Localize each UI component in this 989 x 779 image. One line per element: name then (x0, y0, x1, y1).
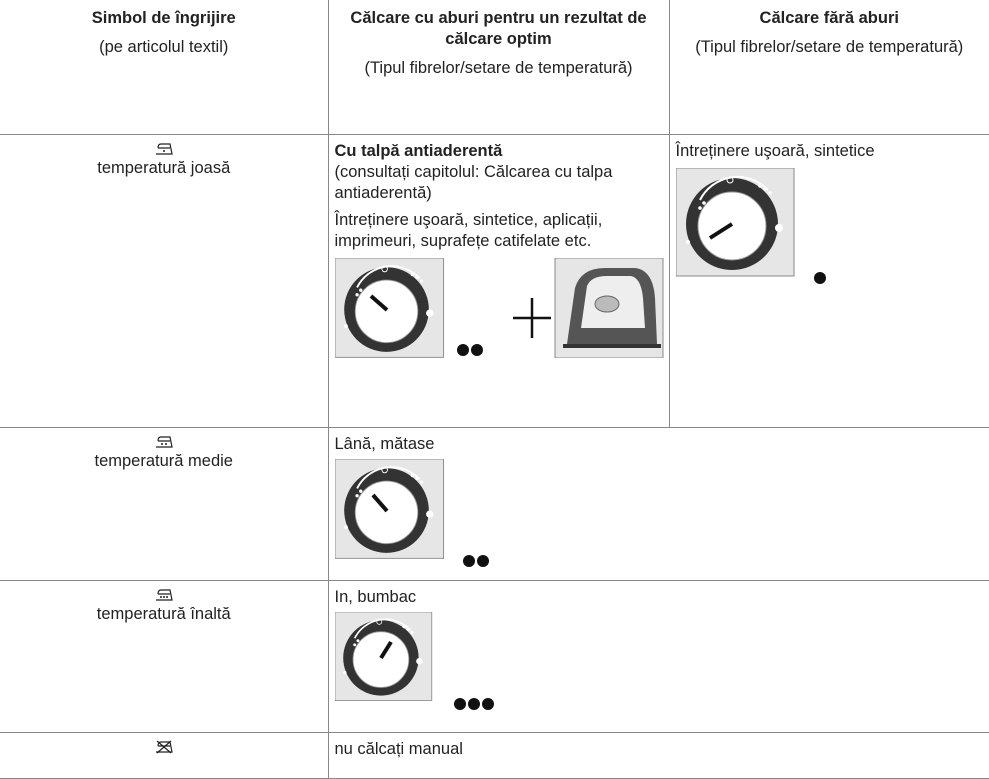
row: temperatură joasă Cu talpă antiaderentă … (0, 133, 989, 428)
fabric-text: Lână, mătase (334, 434, 435, 453)
header-cell: Călcare cu aburi pentru un rezultat de c… (327, 0, 670, 135)
header-row: Simbol de îngrijire (pe articolul textil)… (0, 0, 989, 135)
header-cell: Călcare fără aburi (Tipul fibrelor/setare… (668, 0, 989, 135)
fabric-text: nu călcați manual (334, 739, 463, 758)
fabric-cell: In, bumbac (327, 579, 989, 733)
header-subtitle: (Tipul fibrelor/setare de temperatură) (695, 38, 964, 56)
fabric-cell: nu călcați manual (327, 731, 989, 779)
header-title: Călcare fără aburi (759, 9, 899, 27)
symbol-cell (0, 731, 329, 779)
no-steam-text: Întreținere uşoară, sintetice (675, 141, 875, 160)
dial-illustration (334, 458, 489, 567)
row: nu călcați manual (0, 731, 989, 779)
dial-illustration (334, 611, 494, 710)
symbol-cell: temperatură medie (0, 426, 329, 581)
no-steam-cell: Întreținere uşoară, sintetice (668, 133, 989, 428)
symbol-cell: temperatură înaltă (0, 579, 329, 733)
symbol-label: temperatură medie (94, 451, 234, 470)
header-title: Simbol de îngrijire (91, 9, 236, 27)
fabric-text: In, bumbac (334, 587, 417, 606)
steam-text: Întreținere uşoară, sintetice, aplicații… (334, 210, 603, 250)
symbol-cell: temperatură joasă (0, 133, 329, 428)
steam-title: Cu talpă antiaderentă (334, 141, 503, 160)
iron-symbol (155, 435, 173, 448)
iron-symbol (155, 588, 173, 601)
dial-illustration (675, 167, 826, 284)
steam-note: (consultați capitolul: Călcarea cu talpa… (334, 162, 613, 202)
iron-symbol (155, 142, 173, 155)
fabric-cell: Lână, mătase (327, 426, 989, 581)
dial-illustration (334, 257, 663, 358)
row: temperatură înaltă In, bumbac (0, 579, 989, 733)
symbol-label: temperatură înaltă (96, 604, 231, 623)
row: temperatură medie Lână, mătase (0, 426, 989, 581)
steam-cell: Cu talpă antiaderentă (consultați capito… (327, 133, 670, 428)
iron-crossed-symbol (155, 740, 173, 753)
header-subtitle: (Tipul fibrelor/setare de temperatură) (364, 59, 633, 77)
symbol-label: temperatură joasă (97, 158, 231, 177)
header-cell: Simbol de îngrijire (pe articolul textil) (0, 0, 329, 135)
header-subtitle: (pe articolul textil) (99, 38, 229, 56)
header-title: Călcare cu aburi pentru un rezultat de c… (350, 9, 647, 48)
